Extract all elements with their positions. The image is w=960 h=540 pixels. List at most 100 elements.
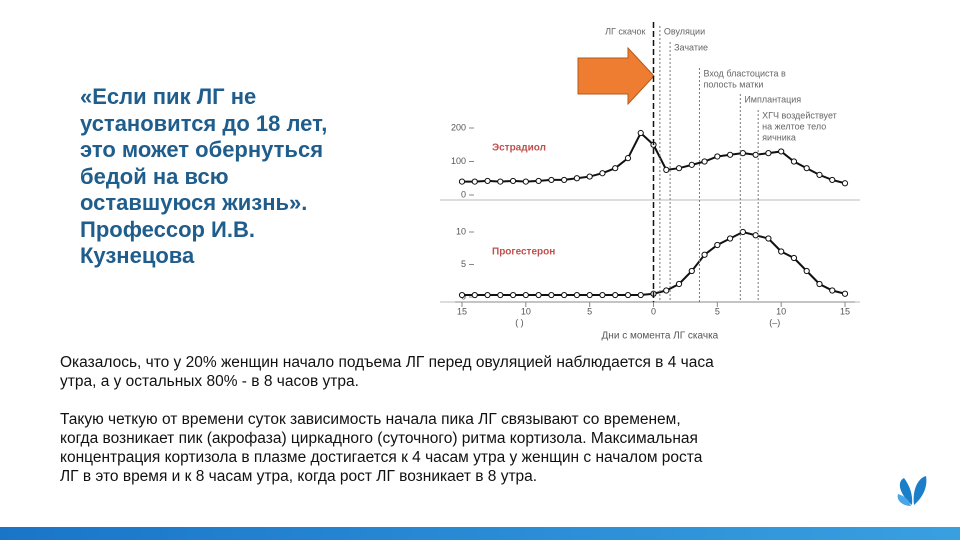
point (688, 161, 695, 168)
event-label: Зачатие (674, 42, 708, 52)
point (535, 177, 542, 185)
point (612, 165, 619, 172)
event-label: ХГЧ воздействует (762, 110, 837, 120)
point (701, 251, 708, 258)
text-line: Профессор И.В. (80, 216, 255, 242)
text-line: установится до 18 лет, (80, 110, 328, 136)
point (778, 248, 785, 255)
point (586, 291, 593, 299)
point (727, 235, 734, 242)
point (765, 235, 772, 242)
text-line: Такую четкую от времени суток зависимост… (60, 411, 681, 428)
y-tick-label: 200 (451, 122, 466, 132)
point (637, 129, 644, 137)
text-line: Оказалось, что у 20% женщин начало подъе… (60, 354, 714, 371)
point (675, 280, 683, 288)
point (675, 165, 683, 172)
event-label: Имплантация (744, 94, 801, 104)
point (509, 291, 517, 299)
event-label: полость матки (703, 79, 763, 89)
point (548, 291, 555, 299)
event-label: Овуляции (664, 26, 705, 36)
point (471, 178, 478, 185)
point (739, 228, 746, 236)
point (471, 291, 478, 299)
point (509, 177, 517, 185)
y-tick-label: 0 (461, 189, 466, 199)
quote: «Если пик ЛГ не установится до 18 лет, это… (80, 84, 420, 270)
logo (897, 476, 927, 506)
point (841, 290, 849, 297)
point (624, 155, 632, 162)
y-tick-label: 5 (461, 259, 466, 269)
sign-label: (–) (769, 317, 780, 327)
point (573, 175, 581, 182)
paragraph: Такую четкую от времени суток зависимост… (60, 410, 920, 486)
point (599, 291, 606, 299)
point (573, 291, 581, 299)
point (752, 151, 759, 158)
text-line: «Если пик ЛГ не (80, 84, 257, 109)
point (535, 291, 542, 299)
point (612, 291, 619, 299)
point (752, 232, 759, 239)
point (599, 170, 606, 177)
point (548, 176, 555, 184)
x-tick-label: 10 (521, 306, 531, 316)
sign-label: ( ) (515, 317, 524, 327)
text-line: утра, а у остальных 80% - в 8 часов утра… (60, 373, 359, 390)
x-tick-label: 5 (587, 306, 592, 316)
point (841, 180, 849, 187)
text-line: Кузнецова (80, 243, 195, 268)
series-label: Эстрадиол (492, 143, 546, 154)
point (790, 158, 798, 165)
text-line: ЛГ в это время и к 8 часам утра, когда р… (60, 468, 538, 485)
x-tick-label: 0 (651, 306, 656, 316)
footer-bar (0, 527, 960, 540)
x-tick-label: 10 (776, 306, 786, 316)
point (765, 150, 772, 157)
text-line: когда возникает пик (акрофаза) циркадног… (60, 430, 698, 447)
point (714, 241, 721, 249)
text-line: это может обернуться (80, 137, 324, 162)
point (522, 178, 529, 185)
event-label: Вход бластоциста в (703, 68, 786, 78)
event-label: ЛГ скачок (605, 26, 645, 36)
point (561, 291, 568, 299)
point (458, 178, 466, 185)
x-tick-label: 15 (840, 306, 850, 316)
series-label: Прогестерон (492, 247, 555, 258)
point (714, 153, 721, 160)
point (829, 287, 836, 294)
point (816, 171, 823, 178)
arrow (577, 46, 655, 106)
text-line: бедой на всю (80, 163, 229, 189)
point (803, 165, 810, 172)
y-tick-label: 10 (456, 226, 466, 236)
point (803, 267, 810, 275)
point (663, 287, 670, 294)
point (816, 280, 823, 288)
paragraph: Оказалось, что у 20% женщин начало подъе… (60, 353, 920, 391)
point (586, 173, 593, 180)
point (497, 178, 504, 185)
point (497, 291, 504, 299)
point (739, 150, 746, 157)
x-axis-label: Дни с момента ЛГ скачка (602, 331, 719, 342)
point (561, 176, 568, 184)
point (663, 166, 670, 173)
point (688, 267, 695, 275)
point (624, 291, 632, 299)
point (790, 254, 798, 262)
text-line: оставшуюся жизнь». (80, 190, 308, 215)
text-line: концентрация кортизола в плазме достигае… (60, 449, 703, 466)
point (778, 148, 785, 155)
event-label: на желтое тело (762, 121, 826, 131)
x-tick-label: 5 (715, 306, 720, 316)
point (829, 176, 836, 184)
event-label: яичника (762, 132, 796, 142)
point (484, 291, 491, 299)
x-tick-label: 15 (457, 306, 467, 316)
